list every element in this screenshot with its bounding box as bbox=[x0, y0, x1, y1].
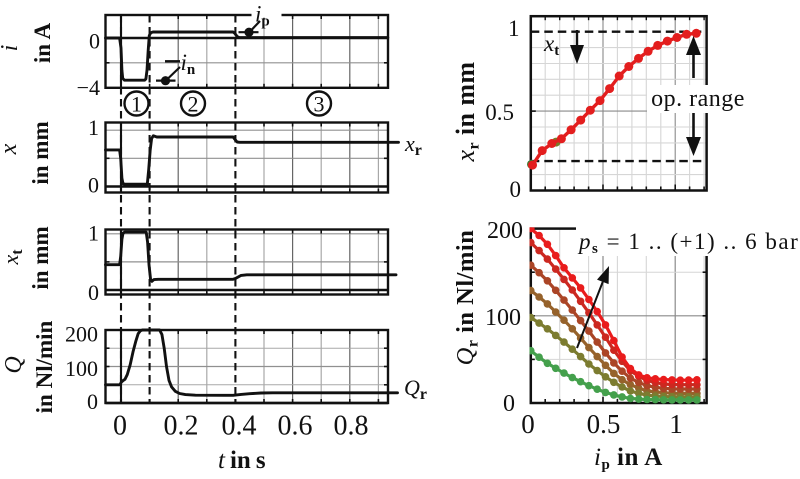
svg-text:0.8: 0.8 bbox=[334, 411, 369, 442]
svg-text:xr in mm: xr in mm bbox=[451, 62, 483, 163]
svg-text:xr: xr bbox=[404, 131, 422, 159]
svg-text:0.5: 0.5 bbox=[485, 100, 514, 125]
svg-text:x: x bbox=[0, 143, 22, 155]
svg-text:−4: −4 bbox=[77, 75, 100, 100]
svg-text:ps = 1 .. (+1) .. 6 bar: ps = 1 .. (+1) .. 6 bar bbox=[577, 229, 799, 257]
svg-text:in A: in A bbox=[30, 22, 55, 63]
svg-text:0: 0 bbox=[87, 389, 98, 414]
svg-text:ip: ip bbox=[255, 2, 270, 30]
svg-text:0: 0 bbox=[89, 29, 100, 54]
svg-text:0.4: 0.4 bbox=[222, 411, 257, 442]
svg-text:200: 200 bbox=[487, 218, 523, 244]
svg-text:in Nl/min: in Nl/min bbox=[32, 320, 57, 413]
svg-text:0: 0 bbox=[510, 177, 522, 202]
svg-text:in mm: in mm bbox=[28, 226, 53, 289]
svg-text:Q: Q bbox=[1, 356, 27, 373]
svg-text:1: 1 bbox=[669, 409, 683, 439]
svg-text:0.2: 0.2 bbox=[164, 411, 199, 442]
svg-text:1: 1 bbox=[88, 115, 99, 140]
svg-text:1: 1 bbox=[131, 92, 142, 117]
svg-text:ip in A: ip in A bbox=[594, 444, 663, 473]
svg-text:100: 100 bbox=[485, 305, 521, 331]
svg-text:0: 0 bbox=[88, 173, 99, 198]
svg-text:Qr: Qr bbox=[404, 375, 427, 403]
svg-text:0.6: 0.6 bbox=[278, 411, 313, 442]
svg-text:2: 2 bbox=[188, 92, 199, 117]
svg-text:0: 0 bbox=[503, 391, 515, 417]
svg-text:3: 3 bbox=[314, 92, 325, 117]
svg-text:in mm: in mm bbox=[28, 121, 53, 184]
svg-text:0: 0 bbox=[113, 411, 127, 442]
svg-text:op. range: op. range bbox=[651, 86, 745, 112]
svg-text:i: i bbox=[0, 45, 23, 52]
svg-text:xt: xt bbox=[0, 249, 26, 266]
svg-text:1: 1 bbox=[88, 221, 99, 246]
svg-text:0: 0 bbox=[521, 409, 535, 439]
svg-text:200: 200 bbox=[65, 322, 98, 347]
svg-text:0: 0 bbox=[88, 280, 99, 305]
svg-text:Qr in Nl/min: Qr in Nl/min bbox=[452, 230, 482, 366]
svg-text:1: 1 bbox=[508, 16, 520, 41]
svg-text:0.5: 0.5 bbox=[587, 409, 621, 439]
svg-text:100: 100 bbox=[65, 356, 98, 381]
svg-text:t in s: t in s bbox=[218, 447, 266, 474]
